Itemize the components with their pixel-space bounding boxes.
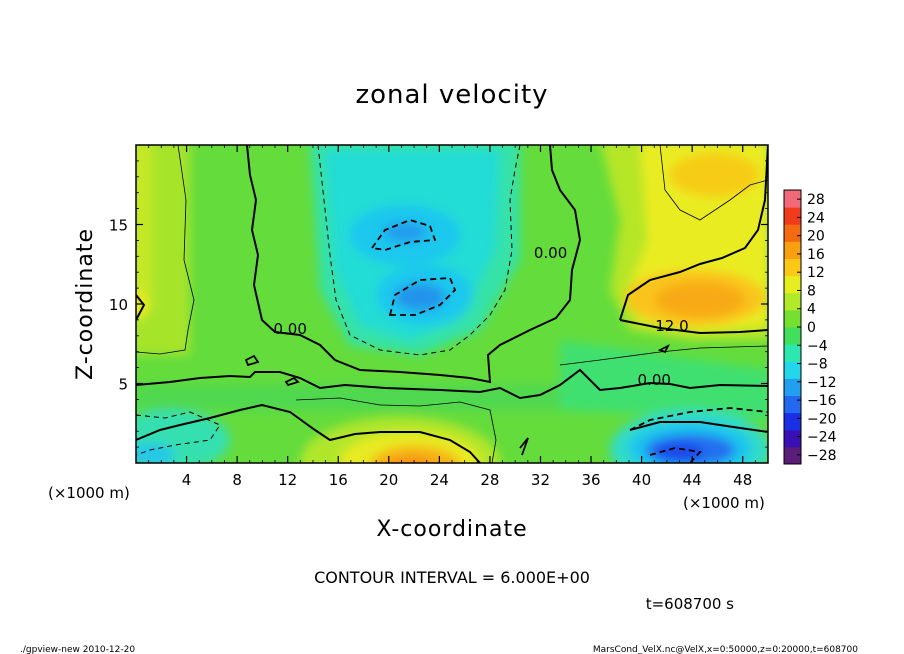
colorbar-segment xyxy=(784,224,801,242)
x-tick-label: 32 xyxy=(531,471,550,489)
y-axis-ticks: 5 10 15 xyxy=(109,160,768,448)
time-text: t=608700 s xyxy=(646,595,734,613)
x-tick-label: 8 xyxy=(232,471,242,489)
x-tick-label: 48 xyxy=(733,471,752,489)
contour-label: 0.00 xyxy=(274,320,307,338)
contour-label: 0.00 xyxy=(638,371,671,389)
colorbar-label: 0 xyxy=(807,320,816,336)
colorbar-label: 12 xyxy=(807,265,825,281)
x-tick-label: 24 xyxy=(430,471,449,489)
y-axis-label: Z-coordinate xyxy=(73,228,98,380)
colorbar-segment xyxy=(784,327,801,345)
x-axis-label: X-coordinate xyxy=(376,517,527,542)
y-tick-label: 10 xyxy=(109,296,128,314)
colorbar-label: −20 xyxy=(807,411,837,427)
colorbar: 28 24 20 16 12 8 4 0 −4 −8 −12 −16 −20 −24 −28 xyxy=(783,189,837,465)
colorbar-label: 24 xyxy=(807,210,825,226)
contour-label: 12.0 xyxy=(655,317,688,335)
x-tick-label: 12 xyxy=(278,471,297,489)
heatmap-field xyxy=(136,145,768,463)
footer-right: MarsCond_VelX.nc@VelX,x=0:50000,z=0:2000… xyxy=(593,645,858,654)
colorbar-label: −12 xyxy=(807,375,837,391)
colorbar-label: 4 xyxy=(807,302,816,318)
contour-labels: 0.00 0.00 12.0 0.00 xyxy=(274,244,689,389)
colorbar-segment xyxy=(784,207,801,225)
x-tick-label: 16 xyxy=(329,471,348,489)
colorbar-label: 8 xyxy=(807,283,816,299)
colorbar-segment xyxy=(784,292,801,311)
y-tick-label: 5 xyxy=(118,376,128,394)
x-axis-ticks: 4 8 12 16 20 24 28 32 36 40 44 48 xyxy=(148,145,756,489)
colorbar-segment xyxy=(784,275,801,294)
x-tick-label: 40 xyxy=(632,471,651,489)
colorbar-label: −4 xyxy=(807,338,828,354)
colorbar-segment xyxy=(784,412,801,431)
colorbar-label: 28 xyxy=(807,192,825,208)
y-units-label: (×1000 m) xyxy=(683,494,765,512)
colorbar-label: −28 xyxy=(807,448,837,464)
colorbar-segment xyxy=(784,344,801,362)
x-tick-label: 44 xyxy=(683,471,702,489)
x-tick-label: 28 xyxy=(480,471,499,489)
colorbar-segment xyxy=(784,361,801,379)
colorbar-segment xyxy=(784,429,801,448)
colorbar-segment xyxy=(784,241,801,259)
colorbar-label: −16 xyxy=(807,393,837,409)
contour-label: 0.00 xyxy=(534,244,567,262)
contour-interval-text: CONTOUR INTERVAL = 6.000E+00 xyxy=(314,568,590,587)
chart-title: zonal velocity xyxy=(355,80,548,110)
y-tick-label: 15 xyxy=(109,217,128,235)
footer-left: ./gpview-new 2010-12-20 xyxy=(20,645,135,654)
colorbar-segment xyxy=(784,378,801,396)
x-tick-label: 20 xyxy=(379,471,398,489)
colorbar-label: −8 xyxy=(807,357,828,373)
colorbar-segment xyxy=(784,446,801,465)
colorbar-segment xyxy=(784,258,801,277)
colorbar-segment xyxy=(784,309,801,328)
colorbar-label: 16 xyxy=(807,247,825,263)
colorbar-segment xyxy=(784,395,801,414)
colorbar-label: −24 xyxy=(807,430,837,446)
colorbar-label: 20 xyxy=(807,229,825,245)
colorbar-segment xyxy=(784,190,801,208)
x-tick-label: 4 xyxy=(182,471,192,489)
x-units-label: (×1000 m) xyxy=(48,484,130,502)
x-tick-label: 36 xyxy=(581,471,600,489)
